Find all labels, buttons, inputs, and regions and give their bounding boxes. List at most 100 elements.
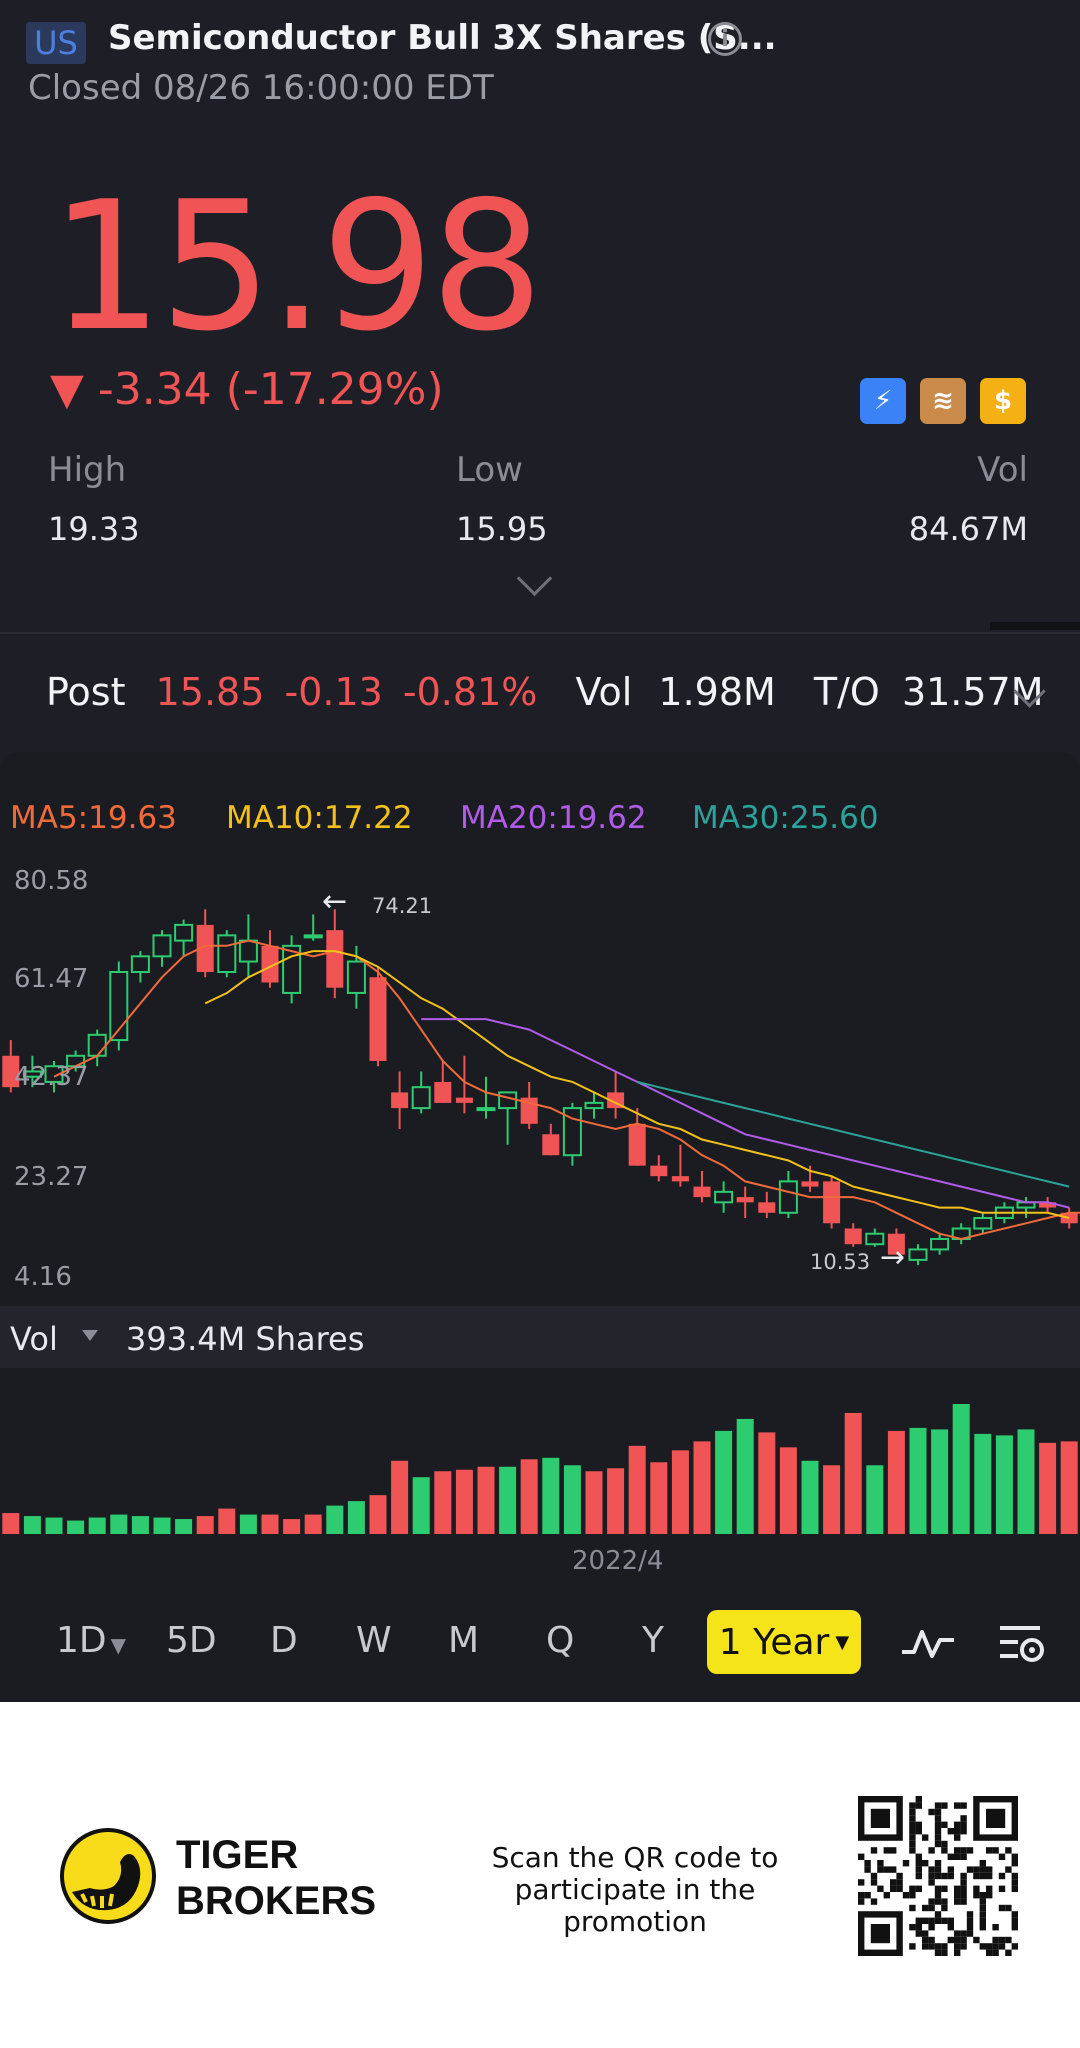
timeframe-1-year-active[interactable]: 1 Year ▼ [707, 1610, 861, 1674]
volume-chart[interactable] [0, 1370, 1080, 1540]
volume-bar [650, 1462, 668, 1534]
candle [411, 1071, 431, 1114]
candle [22, 1055, 42, 1088]
candle [455, 1055, 473, 1114]
ma-line-ma30 [636, 1080, 1070, 1188]
volume-bar [520, 1459, 538, 1534]
post-vol: 1.98M [658, 670, 776, 714]
volume-bar [1060, 1441, 1078, 1534]
tiger-logo-icon [60, 1828, 156, 1924]
timeframe-w[interactable]: W [356, 1620, 392, 1661]
candle [628, 1108, 646, 1166]
volume-bar [952, 1404, 970, 1534]
volume-bar [2, 1513, 20, 1534]
vol-total: 393.4M Shares [126, 1320, 365, 1358]
volume-bar [499, 1466, 517, 1534]
stack-layers-icon[interactable]: ≋ [920, 378, 966, 424]
candlestick-chart[interactable] [0, 860, 1080, 1300]
ma-line-ma20 [421, 1018, 1070, 1209]
section-divider [990, 622, 1080, 630]
volume-bar [67, 1520, 85, 1534]
timeframe-q[interactable]: Q [546, 1620, 575, 1661]
volume-bar [1017, 1429, 1035, 1534]
candle [1060, 1207, 1078, 1229]
vol-label: Vol [10, 1320, 58, 1358]
low-arrow-icon: → [880, 1240, 906, 1275]
stat-vol-label: Vol [977, 450, 1028, 490]
brand-name: TIGER BROKERS [176, 1833, 377, 1923]
volume-bar [23, 1516, 41, 1534]
volume-bar [347, 1501, 365, 1534]
chart-settings-icon[interactable] [996, 1622, 1048, 1666]
candle [865, 1228, 885, 1247]
volume-bar [542, 1457, 560, 1534]
timeframe-y[interactable]: Y [642, 1620, 664, 1661]
volume-bar [455, 1469, 473, 1534]
vol-dropdown-icon[interactable] [82, 1330, 98, 1341]
promo-text: Scan the QR code to participate in the p… [491, 1841, 779, 1938]
price-change: ▼ -3.34 (-17.29%) [50, 364, 444, 415]
low-annotation: 10.53 [810, 1250, 871, 1274]
candle [562, 1102, 582, 1166]
quote-header [0, 0, 1080, 632]
post-vol-label: Vol [575, 670, 633, 714]
timeframe-m[interactable]: M [448, 1620, 480, 1661]
candle [823, 1176, 841, 1229]
volume-header[interactable]: Vol 393.4M Shares [0, 1306, 1080, 1368]
volume-bar [261, 1514, 279, 1534]
timeframe-d[interactable]: D [270, 1620, 298, 1661]
volume-bar [758, 1432, 776, 1534]
volume-bar [607, 1468, 625, 1534]
candle [391, 1071, 409, 1130]
lightning-level-icon[interactable]: ⚡ [860, 378, 906, 424]
candle [951, 1223, 971, 1245]
indicator-wave-icon[interactable] [900, 1622, 956, 1662]
candle [369, 966, 387, 1067]
volume-bar [434, 1471, 452, 1534]
stat-high-label: High [48, 450, 127, 490]
y-tick-4: 4.16 [14, 1262, 72, 1292]
x-tick: 2022/4 [572, 1546, 664, 1576]
timeframe-5d[interactable]: 5D [166, 1620, 217, 1661]
volume-bar [45, 1517, 63, 1534]
volume-bar [88, 1517, 106, 1534]
volume-bar [693, 1441, 711, 1534]
candle [693, 1170, 711, 1203]
volume-bar [736, 1418, 754, 1534]
stat-high-value: 19.33 [48, 510, 140, 548]
ma5-label: MA5:19.63 [10, 800, 177, 836]
candle [44, 1060, 64, 1093]
chart-panel[interactable] [0, 752, 1080, 1702]
ma10-label: MA10:17.22 [226, 800, 413, 836]
volume-bar [671, 1450, 689, 1534]
stock-title: Semiconductor Bull 3X Shares (S... [108, 18, 777, 58]
volume-bar [715, 1430, 733, 1534]
info-icon[interactable]: i [708, 22, 742, 56]
ma30-label: MA30:25.60 [692, 800, 879, 836]
volume-bar [131, 1516, 149, 1534]
candle [2, 1040, 20, 1093]
candle [758, 1191, 776, 1219]
candle [607, 1071, 625, 1119]
volume-bar [175, 1519, 193, 1534]
volume-bar [866, 1465, 884, 1534]
last-price: 15.98 [50, 163, 544, 370]
candle [1039, 1197, 1057, 1213]
timeframe-1d[interactable]: 1D ▼ [56, 1620, 127, 1661]
volume-bar [283, 1519, 301, 1534]
market-badge: US [26, 22, 86, 64]
post-label: Post [46, 670, 126, 714]
volume-bar [239, 1514, 257, 1534]
candle [520, 1081, 538, 1130]
stat-low-label: Low [456, 450, 523, 490]
stat-vol-value: 84.67M [908, 510, 1028, 548]
post-market-row[interactable]: Post 15.85 -0.13 -0.81% Vol 1.98M T/O 31… [0, 632, 1080, 752]
candle [778, 1170, 798, 1219]
candle [973, 1212, 993, 1234]
volume-bar [369, 1495, 387, 1534]
dollar-icon[interactable]: $ [980, 378, 1026, 424]
post-pct: -0.81% [402, 670, 538, 714]
y-tick-0: 80.58 [14, 866, 89, 896]
qr-code[interactable] [858, 1796, 1018, 1956]
volume-bar [844, 1412, 862, 1534]
